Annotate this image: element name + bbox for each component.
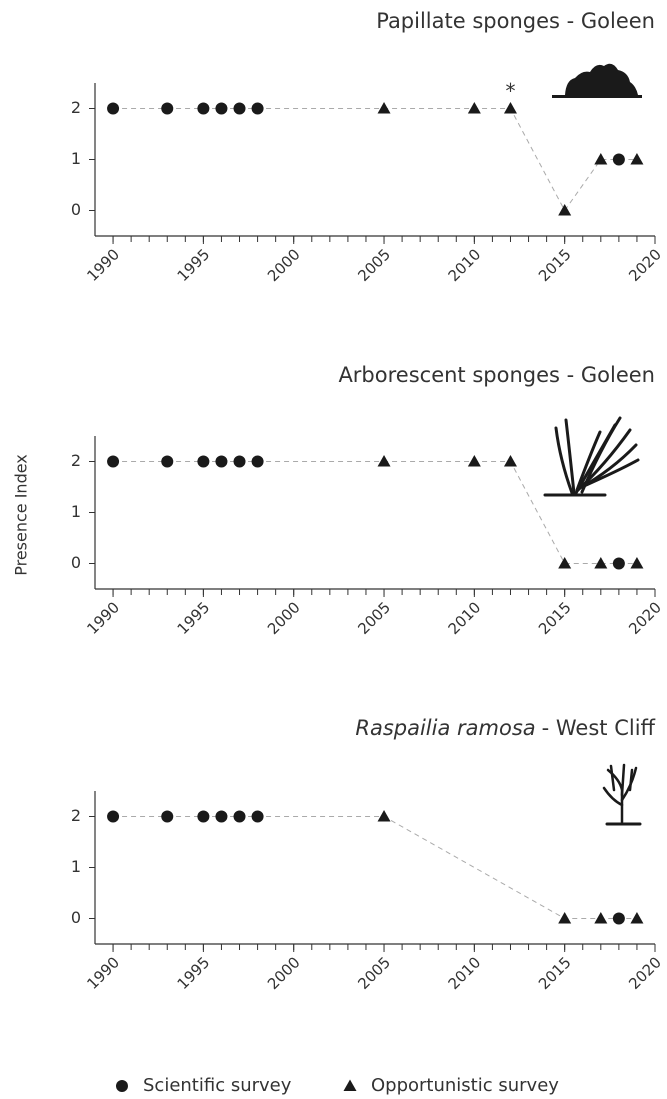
trend-line: [113, 108, 637, 212]
circle-marker: [251, 810, 264, 823]
circle-marker: [233, 810, 246, 823]
title-text: Arborescent sponges - Goleen: [338, 363, 655, 387]
triangle-marker: [558, 912, 572, 924]
x-tick-label: 2000: [264, 598, 304, 638]
raspailia-icon: [602, 763, 642, 826]
circle-marker: [612, 153, 625, 166]
title-text: Papillate sponges - Goleen: [376, 9, 655, 33]
circle-marker: [233, 102, 246, 115]
y-tick-label: 2: [71, 98, 81, 117]
circle-marker: [197, 810, 210, 823]
triangle-marker: [558, 204, 572, 216]
x-tick-label: 2010: [445, 598, 485, 638]
annotation: *: [505, 79, 515, 103]
papillate-icon: [552, 63, 642, 98]
circle-marker: [215, 455, 228, 468]
triangle-marker: [503, 102, 517, 114]
x-tick-label: 1990: [83, 953, 123, 993]
circle-marker: [107, 102, 120, 115]
triangle-marker: [594, 153, 608, 165]
x-tick-label: 2020: [625, 245, 665, 285]
panel-title: Arborescent sponges - Goleen: [338, 363, 655, 387]
x-tick-label: 2005: [354, 598, 394, 638]
x-tick-label: 1995: [174, 245, 214, 285]
legend-marker: [343, 1079, 357, 1091]
triangle-marker: [594, 557, 608, 569]
circle-marker: [161, 810, 174, 823]
circle-marker: [612, 557, 625, 570]
triangle-marker: [630, 557, 644, 569]
x-tick-label: 2015: [535, 598, 575, 638]
arborescent-icon: [543, 416, 640, 497]
triangle-marker: [377, 810, 391, 822]
x-tick-label: 2020: [625, 598, 665, 638]
x-tick-label: 2000: [264, 245, 304, 285]
x-tick-label: 1995: [174, 598, 214, 638]
x-tick-label: 1990: [83, 245, 123, 285]
y-tick-label: 2: [71, 451, 81, 470]
trend-line: [113, 816, 637, 919]
y-tick-label: 1: [71, 502, 81, 521]
title-text: - West Cliff: [542, 716, 656, 740]
x-tick-label: 2000: [264, 953, 304, 993]
circle-marker: [233, 455, 246, 468]
triangle-marker: [630, 153, 644, 165]
panel-title: Papillate sponges - Goleen: [376, 9, 655, 33]
y-tick-label: 0: [71, 200, 81, 219]
legend-label: Scientific survey: [143, 1075, 292, 1096]
circle-marker: [215, 102, 228, 115]
y-tick-label: 1: [71, 857, 81, 876]
trend-line: [113, 461, 637, 564]
triangle-marker: [558, 557, 572, 569]
panel-title: Raspailia ramosa - West Cliff: [355, 716, 655, 740]
y-tick-label: 0: [71, 908, 81, 927]
x-tick-label: 1995: [174, 953, 214, 993]
x-tick-label: 2005: [354, 245, 394, 285]
triangle-marker: [594, 912, 608, 924]
circle-marker: [197, 455, 210, 468]
legend-label: Opportunistic survey: [371, 1075, 559, 1096]
title-species: Raspailia ramosa: [355, 716, 535, 740]
y-tick-label: 1: [71, 149, 81, 168]
circle-marker: [161, 455, 174, 468]
circle-marker: [612, 912, 625, 925]
x-tick-label: 2005: [354, 953, 394, 993]
triangle-marker: [377, 102, 391, 114]
circle-marker: [251, 455, 264, 468]
triangle-marker: [467, 455, 481, 467]
circle-marker: [251, 102, 264, 115]
legend-marker: [116, 1080, 128, 1092]
y-axis-label: Presence Index: [12, 454, 31, 576]
triangle-marker: [467, 102, 481, 114]
x-tick-label: 2010: [445, 245, 485, 285]
circle-marker: [107, 810, 120, 823]
y-tick-label: 0: [71, 553, 81, 572]
x-tick-label: 2010: [445, 953, 485, 993]
circle-marker: [197, 102, 210, 115]
circle-marker: [215, 810, 228, 823]
x-tick-label: 2015: [535, 953, 575, 993]
y-tick-label: 2: [71, 806, 81, 825]
triangle-marker: [377, 455, 391, 467]
circle-marker: [161, 102, 174, 115]
x-tick-label: 1990: [83, 598, 123, 638]
x-tick-label: 2015: [535, 245, 575, 285]
x-tick-label: 2020: [625, 953, 665, 993]
triangle-marker: [503, 455, 517, 467]
circle-marker: [107, 455, 120, 468]
triangle-marker: [630, 912, 644, 924]
